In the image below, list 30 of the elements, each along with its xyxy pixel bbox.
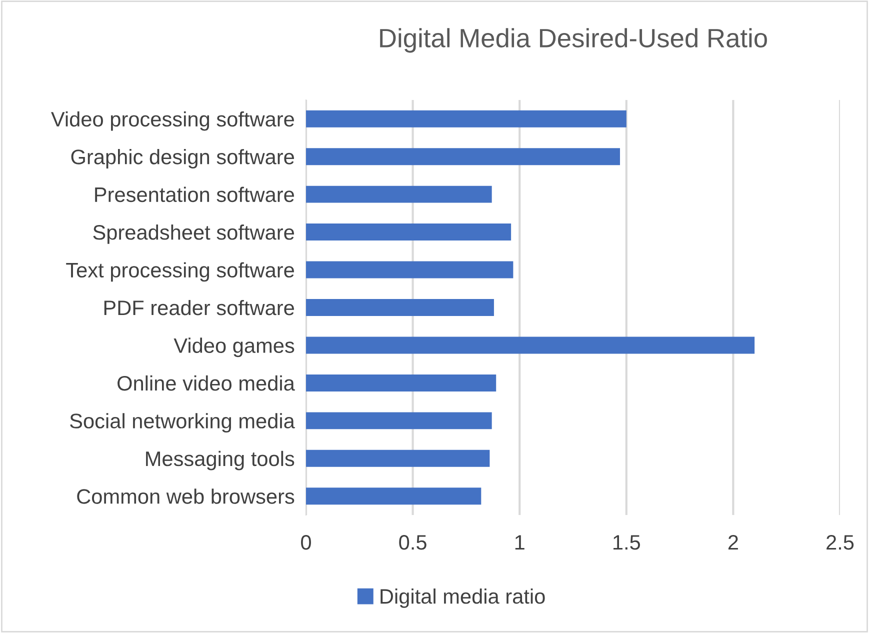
- y-tick-label: Graphic design software: [71, 149, 294, 168]
- bar: [306, 336, 755, 354]
- y-tick-label: Text processing software: [66, 262, 294, 282]
- bar: [306, 488, 482, 505]
- x-tick-label: 0: [301, 534, 311, 550]
- legend-label: Digital media ratio: [380, 588, 545, 608]
- y-tick-label: Online video media: [118, 375, 295, 391]
- y-tick-label: Presentation software: [95, 186, 294, 202]
- chart-title: Digital Media Desired-Used Ratio: [380, 28, 767, 53]
- y-tick-label: PDF reader software: [104, 300, 294, 316]
- bar: [306, 374, 496, 392]
- y-tick-label: Spreadsheet software: [93, 224, 294, 244]
- bar: [306, 299, 494, 316]
- bar: [306, 261, 514, 278]
- x-tick-label: 0.5: [399, 534, 426, 550]
- y-tick-label: Social networking media: [70, 413, 295, 433]
- bar: [306, 412, 492, 430]
- y-tick-label: Common web browsers: [77, 488, 294, 504]
- x-tick-label: 2.5: [826, 534, 854, 550]
- y-tick-label: Video processing software: [51, 111, 294, 131]
- y-tick-label: Video games: [174, 338, 294, 358]
- bar: [306, 148, 620, 166]
- bar: [306, 224, 512, 241]
- bar: [306, 450, 490, 467]
- bar: [306, 110, 626, 128]
- x-tick-label: 1.5: [614, 535, 640, 550]
- x-tick-label: 1: [515, 535, 524, 550]
- x-tick-label: 2: [728, 534, 738, 550]
- bar: [306, 186, 492, 203]
- y-tick-label: Messaging tools: [146, 450, 294, 470]
